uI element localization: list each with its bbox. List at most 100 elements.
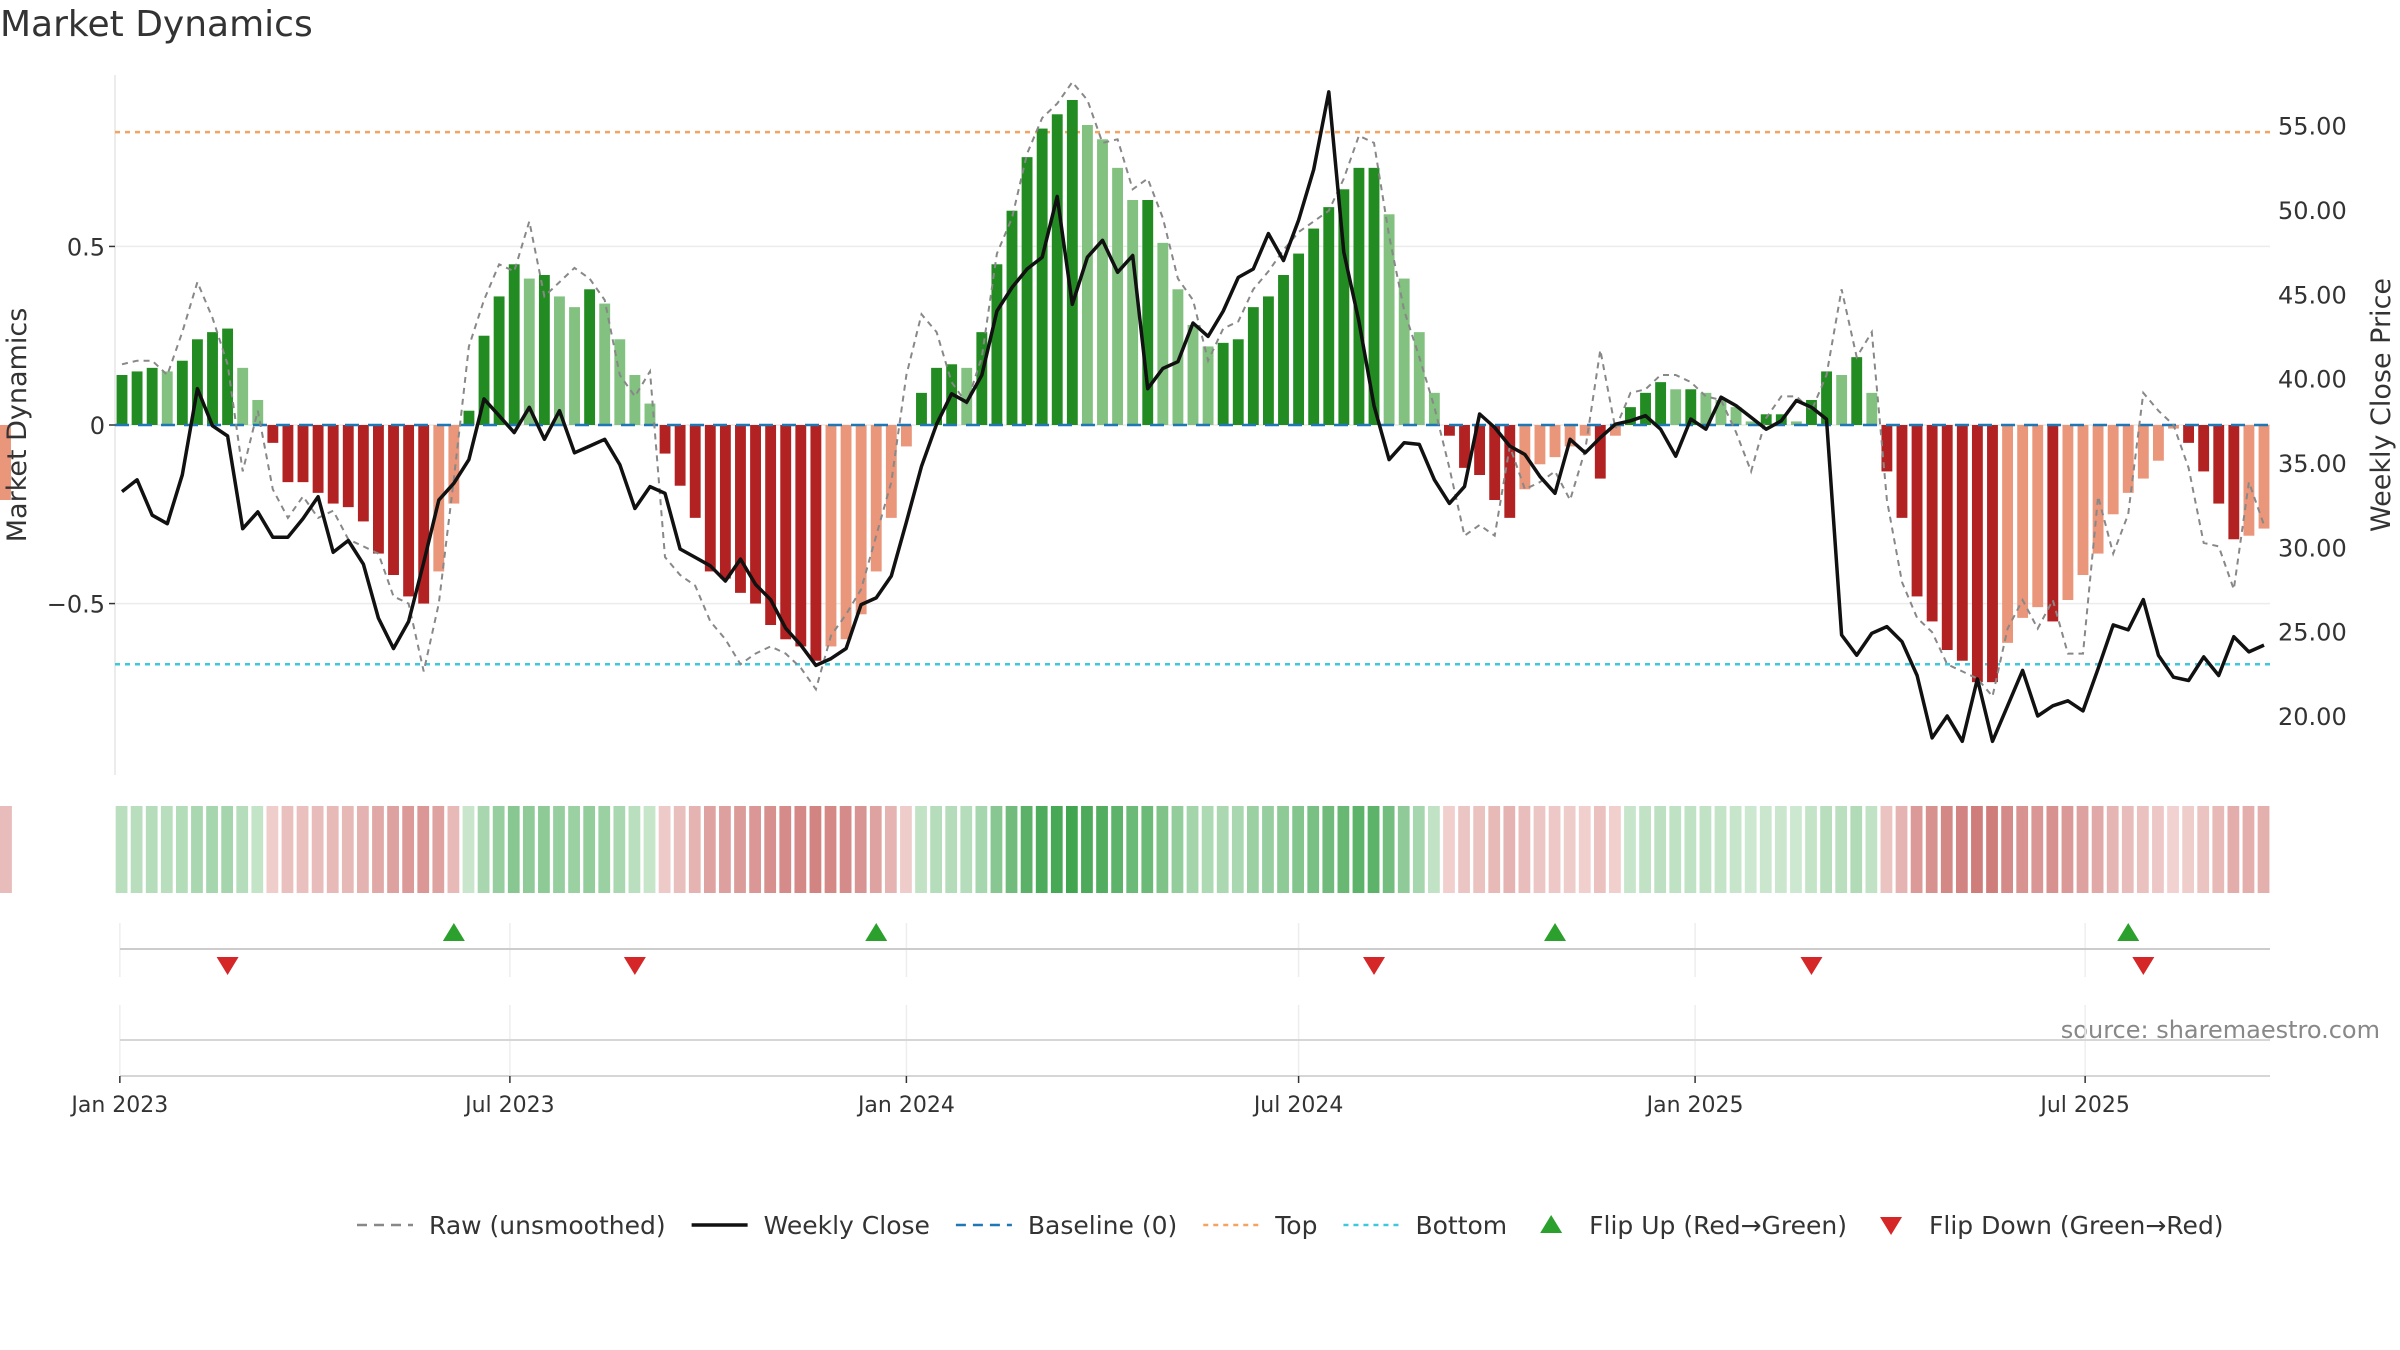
dynamics-bar — [795, 425, 807, 647]
heat-cell — [1624, 806, 1636, 893]
dynamics-bar — [418, 425, 430, 604]
dynamics-bar — [161, 371, 173, 425]
dynamics-bar — [2002, 425, 2013, 643]
heat-cell — [1141, 806, 1154, 893]
y-right-axis-label: Weekly Close Price — [2366, 278, 2397, 532]
heat-cell — [1081, 806, 1093, 893]
heat-cell — [809, 806, 822, 893]
dynamics-bar — [1640, 392, 1651, 425]
dynamics-bar — [297, 425, 309, 483]
heat-cell — [432, 806, 445, 893]
raw-series-line — [121, 80, 2265, 699]
dynamics-bar — [1730, 407, 1742, 425]
dynamics-bar — [1881, 425, 1893, 472]
dynamics-bar — [1760, 414, 1772, 425]
dynamics-bar — [2213, 425, 2225, 504]
dynamics-bar — [388, 425, 399, 575]
heat-cell — [1005, 806, 1018, 893]
heat-cell — [1216, 806, 1229, 893]
dynamics-bar — [1489, 425, 1501, 500]
legend-label: Baseline (0) — [1028, 1211, 1177, 1240]
heat-cell — [583, 806, 596, 893]
dynamics-bar — [1293, 253, 1305, 425]
heat-cell — [884, 806, 897, 893]
dynamics-bar — [1112, 167, 1124, 425]
dynamics-bar — [1368, 167, 1380, 425]
dynamics-bar — [1308, 228, 1320, 425]
heat-cell — [794, 806, 807, 893]
flip-down-marker — [623, 957, 646, 975]
y-right-tick-label: 50.00 — [2278, 197, 2347, 225]
legend-item: Baseline (0) — [955, 1211, 1177, 1240]
dynamics-bar — [2047, 425, 2059, 622]
dynamics-bar — [1398, 278, 1410, 425]
heat-cell — [1925, 806, 1938, 893]
heat-cell — [1578, 806, 1591, 893]
dynamics-bar — [1594, 425, 1606, 479]
heat-cell — [1910, 806, 1923, 893]
legend-item: Raw (unsmoothed) — [357, 1211, 666, 1240]
legend-item: Bottom — [1343, 1211, 1507, 1240]
heat-cell — [1307, 806, 1320, 893]
dynamics-bar — [538, 275, 550, 425]
dynamics-bar — [991, 264, 1003, 425]
dynamics-bar — [1564, 425, 1576, 447]
dynamics-bar — [1202, 346, 1214, 425]
flip-down-marker — [1800, 957, 1823, 975]
heat-cell — [357, 806, 369, 893]
dynamics-bar — [1081, 125, 1093, 425]
dynamics-bar — [2062, 425, 2074, 600]
heat-cell — [2242, 806, 2255, 893]
dynamics-bar — [2228, 425, 2240, 540]
heat-cell — [296, 806, 309, 893]
dynamics-bar — [2077, 425, 2089, 575]
heat-cell — [2061, 806, 2074, 893]
heat-cell — [1533, 806, 1546, 893]
dynamics-bar — [644, 403, 656, 425]
heat-cell — [975, 806, 988, 893]
legend-item: Flip Down (Green→Red) — [1880, 1211, 2224, 1240]
heat-cell — [658, 806, 671, 893]
dynamics-bar — [146, 367, 158, 425]
heat-cell — [1729, 806, 1742, 893]
dynamics-bar — [1670, 389, 1682, 425]
flip-down-marker — [216, 957, 239, 975]
dynamics-bar — [1127, 200, 1139, 425]
heat-cell — [854, 806, 867, 893]
legend-item: Top — [1203, 1211, 1317, 1240]
heat-cell — [1488, 806, 1501, 893]
heat-cell — [1428, 806, 1440, 893]
heat-cell — [1126, 806, 1139, 893]
heat-cell — [1714, 806, 1727, 893]
dynamics-bar — [840, 425, 852, 640]
dynamics-bar — [1911, 425, 1923, 597]
dynamics-bar — [282, 425, 294, 483]
dynamics-bar — [825, 425, 837, 647]
dynamics-bar — [2107, 425, 2119, 515]
dynamics-bar — [373, 425, 384, 554]
dynamics-bar — [599, 303, 611, 425]
dynamics-bar — [1474, 425, 1486, 475]
dynamics-bar — [1323, 207, 1335, 425]
heat-cell — [1865, 806, 1878, 893]
y-right-tick-label: 40.00 — [2278, 366, 2347, 394]
dynamics-bar — [493, 296, 505, 425]
x-tick-label: Jul 2024 — [1252, 1093, 1344, 1118]
heat-cell — [613, 806, 626, 893]
dynamics-bar — [1187, 325, 1199, 425]
legend-marker — [1540, 1215, 1563, 1233]
dynamics-bar — [569, 307, 580, 425]
dynamics-bar — [750, 425, 761, 604]
flip-down-marker — [1363, 957, 1386, 975]
heat-cell — [643, 806, 656, 893]
heat-cell — [372, 806, 384, 893]
heat-cell — [779, 806, 792, 893]
dynamics-bar — [719, 425, 731, 579]
heat-cell — [1473, 806, 1486, 893]
dynamics-bar — [554, 296, 565, 425]
heat-cell — [688, 806, 701, 893]
dynamics-bar — [584, 289, 596, 425]
heat-cell — [538, 806, 550, 893]
dynamics-bar — [674, 425, 686, 486]
